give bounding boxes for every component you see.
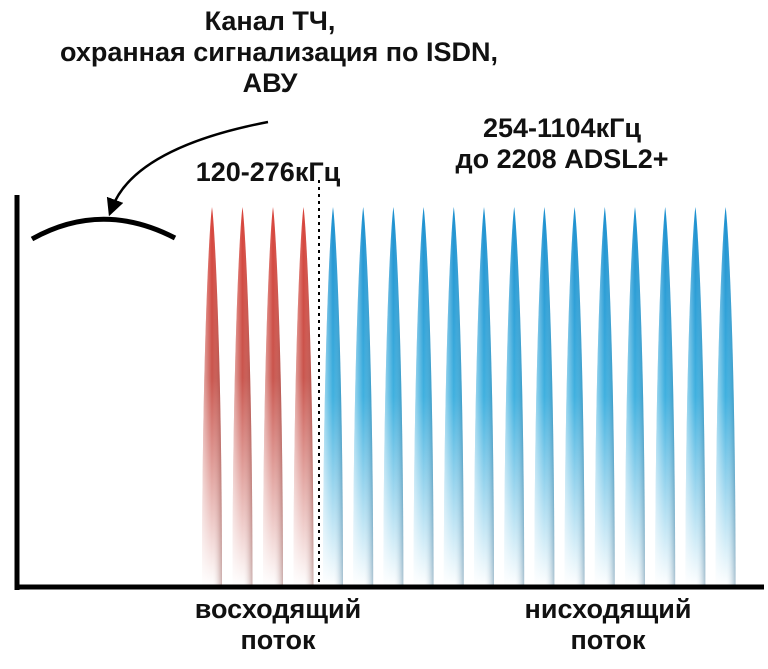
caption-line-2: охранная сигнализация по ISDN,: [60, 37, 499, 68]
upstream-carrier-shade: [232, 207, 253, 587]
upstream-carrier-shade: [202, 207, 222, 587]
upstream-carrier-shade: [293, 207, 314, 587]
caption-line-1: Канал ТЧ,: [204, 6, 336, 36]
downstream-carrier-shade: [323, 207, 343, 587]
downstream-carrier-shade: [443, 207, 464, 587]
downstream-carrier-shade: [413, 207, 434, 587]
downstream-carrier-shade: [564, 207, 585, 587]
downstream-carrier-shade: [685, 207, 706, 587]
upstream-label-line-1: восходящий: [194, 594, 362, 624]
upstream-range-label: 120-276кГц: [195, 157, 341, 187]
downstream-carrier-shade: [474, 207, 494, 587]
downstream-label: нисходящий поток: [488, 594, 728, 656]
pointer-arrow: [106, 120, 269, 217]
downstream-label-line-1: нисходящий: [524, 594, 692, 624]
upstream-label: восходящий поток: [158, 594, 398, 656]
upstream-carriers: [202, 207, 314, 587]
caption-line-3: АВУ: [242, 68, 298, 99]
downstream-label-line-2: поток: [570, 625, 646, 656]
downstream-carrier-shade: [715, 207, 736, 587]
upstream-label-line-2: поток: [240, 625, 316, 656]
voice-band-arc: [30, 216, 177, 242]
voice-band-caption: Канал ТЧ, охранная сигнализация по ISDN,…: [60, 6, 499, 99]
downstream-carrier-shade: [383, 207, 404, 587]
downstream-carrier-shade: [534, 207, 555, 587]
downstream-carriers: [323, 207, 736, 587]
downstream-carrier-shade: [353, 207, 374, 587]
downstream-range-label: 254-1104кГц до 2208 ADSL2+: [412, 113, 712, 175]
downstream-carrier-shade: [655, 207, 676, 587]
downstream-range-line-2: до 2208 ADSL2+: [455, 144, 669, 175]
downstream-range-line-1: 254-1104кГц: [482, 113, 642, 143]
downstream-carrier-shade: [625, 207, 645, 587]
upstream-carrier-shade: [263, 207, 283, 587]
downstream-carrier-shade: [504, 207, 525, 587]
downstream-carrier-shade: [594, 207, 615, 587]
